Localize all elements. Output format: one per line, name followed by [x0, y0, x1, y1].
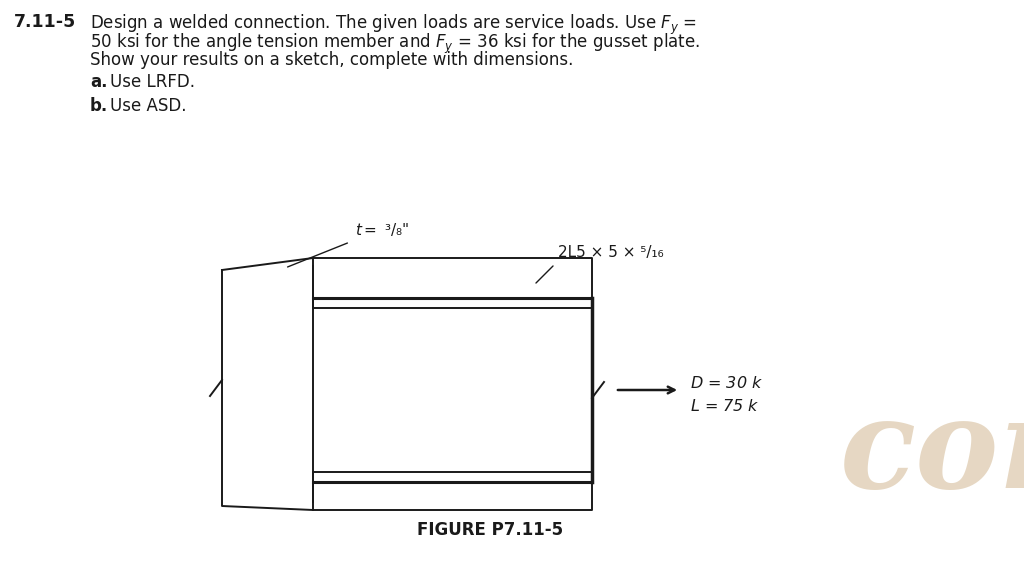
Text: a.: a. — [90, 73, 108, 91]
Text: 2L5 × 5 × ⁵/₁₆: 2L5 × 5 × ⁵/₁₆ — [558, 245, 664, 260]
Text: com: com — [840, 393, 1024, 514]
Text: $D$ = 30 k: $D$ = 30 k — [690, 375, 763, 391]
Text: b.: b. — [90, 97, 109, 115]
Text: $L$ = 75 k: $L$ = 75 k — [690, 398, 760, 414]
Text: Use LRFD.: Use LRFD. — [110, 73, 195, 91]
Text: FIGURE P7.11-5: FIGURE P7.11-5 — [417, 521, 563, 539]
Text: Design a welded connection. The given loads are service loads. Use $F_y$ =: Design a welded connection. The given lo… — [90, 13, 697, 37]
Text: Show your results on a sketch, complete with dimensions.: Show your results on a sketch, complete … — [90, 51, 573, 69]
Text: Use ASD.: Use ASD. — [110, 97, 186, 115]
Text: 7.11-5: 7.11-5 — [14, 13, 76, 31]
Text: 50 ksi for the angle tension member and $F_y$ = 36 ksi for the gusset plate.: 50 ksi for the angle tension member and … — [90, 32, 700, 56]
Text: $t = $ ³/₈": $t = $ ³/₈" — [355, 221, 410, 238]
